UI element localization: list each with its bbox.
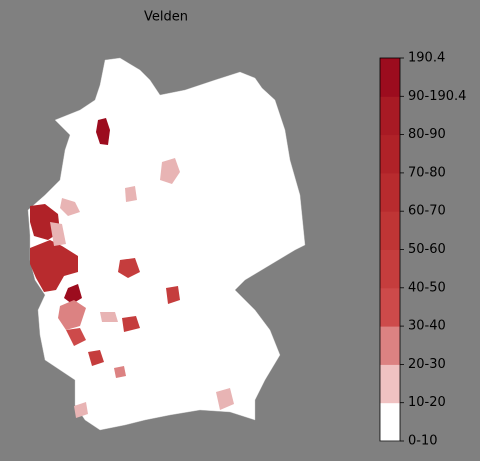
colorbar-tick-label: 90-190.4 — [408, 89, 466, 104]
colorbar-tick-label: 0-10 — [408, 434, 438, 449]
colorbar-segment — [380, 287, 400, 327]
region — [216, 388, 234, 410]
colorbar-tick-label: 60-70 — [408, 204, 446, 219]
region — [30, 240, 78, 292]
colorbar-tick-label: 10-20 — [408, 395, 446, 410]
germany-map — [27, 57, 306, 431]
region — [118, 258, 140, 278]
region — [58, 300, 86, 330]
region — [66, 328, 86, 346]
country-outline — [27, 57, 306, 431]
region — [166, 286, 180, 304]
colorbar-tick-label: 50-60 — [408, 242, 446, 257]
colorbar-segment — [380, 134, 400, 174]
colorbar-segment — [380, 96, 400, 136]
colorbar-tick-label: 20-30 — [408, 357, 446, 372]
colorbar-segment — [380, 326, 400, 365]
colorbar: 0-10 10-20 20-30 30-40 40-50 50-60 60-70 70-80 8… — [379, 51, 466, 449]
region — [88, 350, 104, 366]
colorbar-tick-label: 30-40 — [408, 319, 446, 334]
colorbar-segment — [380, 364, 400, 404]
colorbar-segment — [380, 58, 400, 97]
region — [114, 366, 126, 378]
region — [122, 316, 140, 332]
region — [96, 118, 110, 145]
colorbar-segment — [380, 402, 400, 442]
region — [60, 198, 80, 216]
map-title: Velden — [144, 10, 188, 25]
colorbar-tick-label: 190.4 — [408, 51, 445, 66]
region — [125, 186, 137, 202]
colorbar-segment — [380, 249, 400, 289]
colorbar-tick-label: 80-90 — [408, 127, 446, 142]
region — [50, 222, 66, 246]
colorbar-segment — [380, 211, 400, 250]
colorbar-tick-label: 40-50 — [408, 280, 446, 295]
region — [64, 284, 82, 304]
colorbar-segment — [380, 172, 400, 212]
region — [160, 158, 180, 184]
colorbar-tick-label: 70-80 — [408, 165, 446, 180]
region — [100, 312, 118, 322]
region — [74, 402, 88, 418]
